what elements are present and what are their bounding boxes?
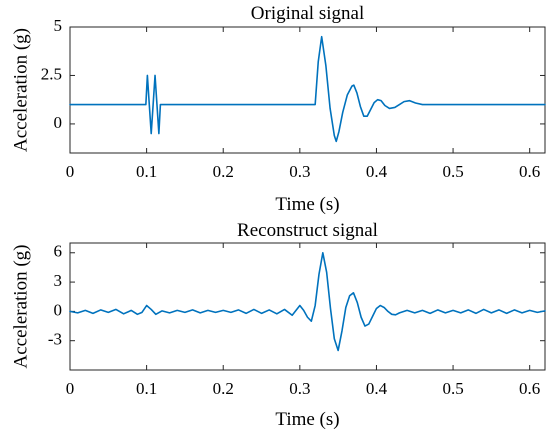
- series-line-reconstruct: [69, 251, 546, 352]
- x-tick-label: 0.2: [213, 162, 234, 181]
- y-tick-label: -3: [48, 330, 62, 349]
- reconstruct-signal-panel: Reconstruct signal Acceleration (g) Time…: [10, 220, 546, 430]
- y-tick-label: 2.5: [41, 64, 62, 83]
- y-tick-label: 5: [54, 16, 63, 35]
- x-tick-label: 0.5: [442, 162, 463, 181]
- x-tick-label: 0.6: [519, 379, 540, 398]
- y-tick-label: 3: [54, 271, 63, 290]
- tick-group: 0 0.1 0.2 0.3 0.4 0.5 0.6 0 2.5 5: [41, 16, 545, 181]
- tick-group: 0 0.1 0.2 0.3 0.4 0.5 0.6 -3 0 3 6: [48, 242, 545, 398]
- x-tick-label: 0.2: [213, 379, 234, 398]
- x-tick-label: 0.6: [519, 162, 540, 181]
- y-tick-label: 0: [54, 113, 63, 132]
- plot-frame: [69, 26, 546, 154]
- x-tick-label: 0.3: [289, 379, 310, 398]
- y-tick-label: 6: [54, 242, 63, 261]
- x-axis-label: Time (s): [275, 194, 339, 215]
- x-tick-label: 0: [66, 379, 75, 398]
- original-signal-panel: Original signal Acceleration (g) Time (s…: [10, 3, 546, 215]
- y-axis-label: Acceleration (g): [10, 28, 31, 152]
- y-axis-label: Acceleration (g): [10, 245, 31, 369]
- x-tick-label: 0.1: [136, 379, 157, 398]
- x-tick-label: 0.4: [366, 162, 388, 181]
- x-tick-label: 0.1: [136, 162, 157, 181]
- series-line-original: [69, 35, 546, 143]
- x-tick-label: 0.3: [289, 162, 310, 181]
- chart-title: Reconstruct signal: [237, 220, 378, 241]
- y-tick-label: 0: [54, 300, 63, 319]
- x-tick-label: 0.5: [442, 379, 463, 398]
- x-tick-label: 0.4: [366, 379, 388, 398]
- chart-title: Original signal: [251, 3, 364, 24]
- x-axis-label: Time (s): [275, 409, 339, 430]
- plot-frame: [69, 242, 546, 371]
- x-tick-label: 0: [66, 162, 75, 181]
